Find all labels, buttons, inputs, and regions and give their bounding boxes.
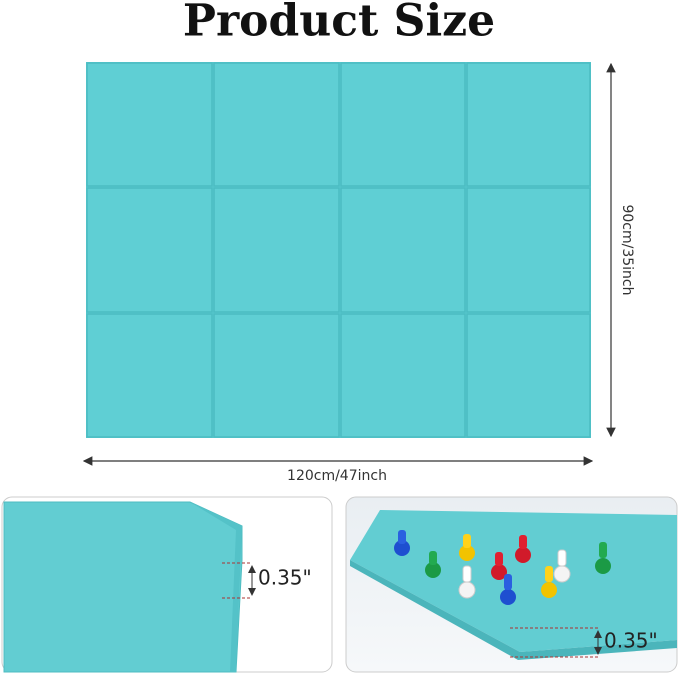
height-label: 90cm/35inch (619, 204, 635, 295)
title: Product Size (183, 0, 495, 47)
thickness-panel-left: 0.35" (1, 496, 333, 673)
thickness-label: 0.35" (604, 629, 658, 653)
thickness-panel-right: 0.35" (345, 496, 678, 673)
width-label: 120cm/47inch (287, 468, 387, 484)
felt-board (86, 62, 591, 438)
thickness-label: 0.35" (258, 566, 312, 590)
push-pins (394, 530, 611, 605)
